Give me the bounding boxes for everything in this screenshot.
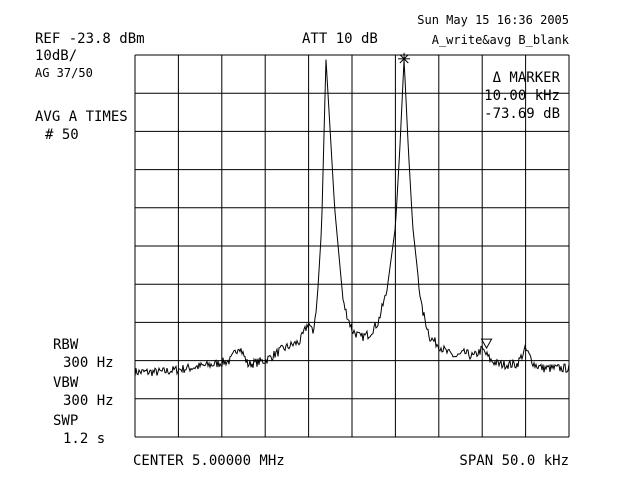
- average-label: AVG A TIMES: [35, 109, 128, 125]
- marker-layer: [398, 52, 493, 350]
- delta-marker-label: Δ MARKER: [492, 70, 560, 86]
- rbw-value: 300 Hz: [63, 355, 114, 371]
- average-count: AG 37/50: [35, 66, 93, 80]
- graticule: [134, 54, 570, 438]
- spectrum-trace-a: [134, 59, 570, 377]
- delta-marker-asterisk: [398, 52, 411, 65]
- reference-level: REF -23.8 dBm: [35, 31, 145, 47]
- sweep-label: SWP: [53, 413, 79, 429]
- frequency-span: SPAN 50.0 kHz: [459, 453, 569, 469]
- datetime-stamp: Sun May 15 16:36 2005: [417, 13, 569, 27]
- sweep-value: 1.2 s: [63, 431, 106, 447]
- average-value: # 50: [45, 127, 79, 143]
- vbw-label: VBW: [53, 375, 79, 391]
- reference-marker-triangle: [480, 338, 493, 350]
- center-frequency: CENTER 5.00000 MHz: [133, 453, 285, 469]
- delta-marker-frequency: 10.00 kHz: [484, 88, 560, 104]
- vertical-scale: 10dB/: [35, 48, 78, 64]
- rbw-label: RBW: [53, 337, 79, 353]
- attenuation: ATT 10 dB: [302, 31, 378, 47]
- vbw-value: 300 Hz: [63, 393, 114, 409]
- trace-mode: A_write&avg B_blank: [431, 33, 569, 47]
- delta-marker-level: -73.69 dB: [484, 106, 560, 122]
